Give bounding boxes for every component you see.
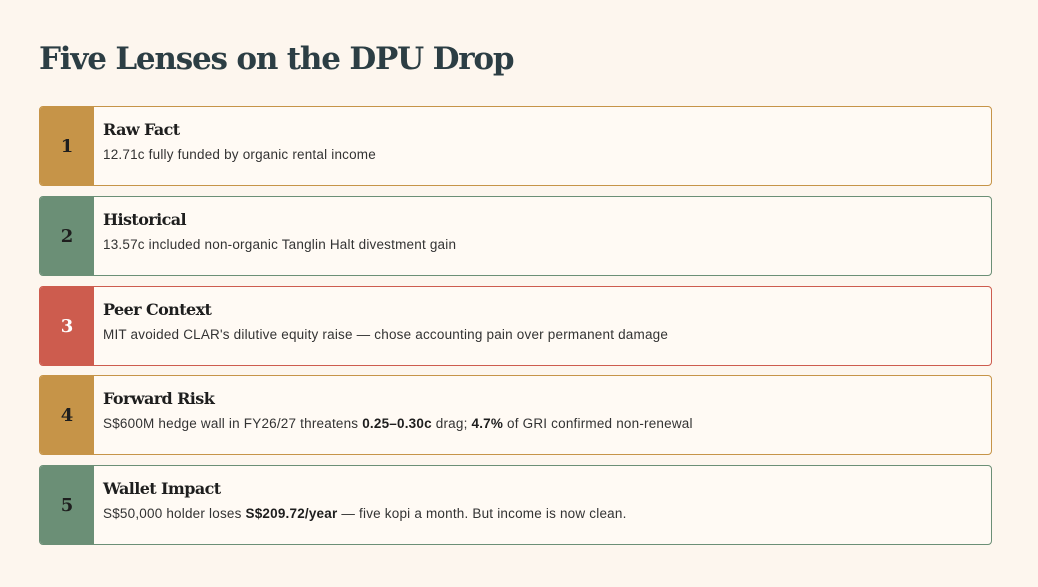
lens-number: 5: [40, 466, 94, 544]
lens-heading: Historical: [103, 210, 187, 229]
lens-description: S$50,000 holder loses S$209.72/year — fi…: [103, 505, 627, 523]
lens-heading: Peer Context: [103, 300, 212, 319]
lens-card-raw-fact: 1 Raw Fact 12.71c fully funded by organi…: [39, 106, 992, 186]
lens-body: Forward Risk S$600M hedge wall in FY26/2…: [94, 376, 693, 454]
lens-card-peer-context: 3 Peer Context MIT avoided CLAR's diluti…: [39, 286, 992, 366]
lens-number: 2: [40, 197, 94, 275]
lens-list: 1 Raw Fact 12.71c fully funded by organi…: [39, 106, 992, 555]
page-title: Five Lenses on the DPU Drop: [39, 41, 515, 77]
desc-text: drag;: [431, 416, 472, 431]
desc-text: S$50,000 holder loses: [103, 506, 246, 521]
lens-card-historical: 2 Historical 13.57c included non-organic…: [39, 196, 992, 276]
lens-body: Wallet Impact S$50,000 holder loses S$20…: [94, 466, 627, 544]
lens-number: 1: [40, 107, 94, 185]
desc-text: — five kopi a month. But income is now c…: [337, 506, 627, 521]
desc-highlight-gri: 4.7%: [471, 416, 504, 431]
desc-text: S$600M hedge wall in FY26/27 threatens: [103, 416, 363, 431]
lens-description: 12.71c fully funded by organic rental in…: [103, 147, 376, 162]
desc-highlight-drag: 0.25–0.30c: [362, 416, 432, 431]
lens-heading: Wallet Impact: [103, 479, 221, 498]
lens-card-wallet-impact: 5 Wallet Impact S$50,000 holder loses S$…: [39, 465, 992, 545]
lens-heading: Forward Risk: [103, 389, 215, 408]
lens-heading: Raw Fact: [103, 120, 180, 139]
lens-body: Historical 13.57c included non-organic T…: [94, 197, 456, 275]
lens-description: S$600M hedge wall in FY26/27 threatens 0…: [103, 415, 693, 433]
lens-description: MIT avoided CLAR's dilutive equity raise…: [103, 327, 669, 342]
lens-number: 3: [40, 287, 94, 365]
desc-highlight-loss: S$209.72/year: [245, 506, 338, 521]
lens-number: 4: [40, 376, 94, 454]
lens-description: 13.57c included non-organic Tanglin Halt…: [103, 237, 457, 252]
lens-body: Raw Fact 12.71c fully funded by organic …: [94, 107, 376, 185]
lens-body: Peer Context MIT avoided CLAR's dilutive…: [94, 287, 668, 365]
desc-text: of GRI confirmed non-renewal: [503, 416, 693, 431]
lens-card-forward-risk: 4 Forward Risk S$600M hedge wall in FY26…: [39, 375, 992, 455]
